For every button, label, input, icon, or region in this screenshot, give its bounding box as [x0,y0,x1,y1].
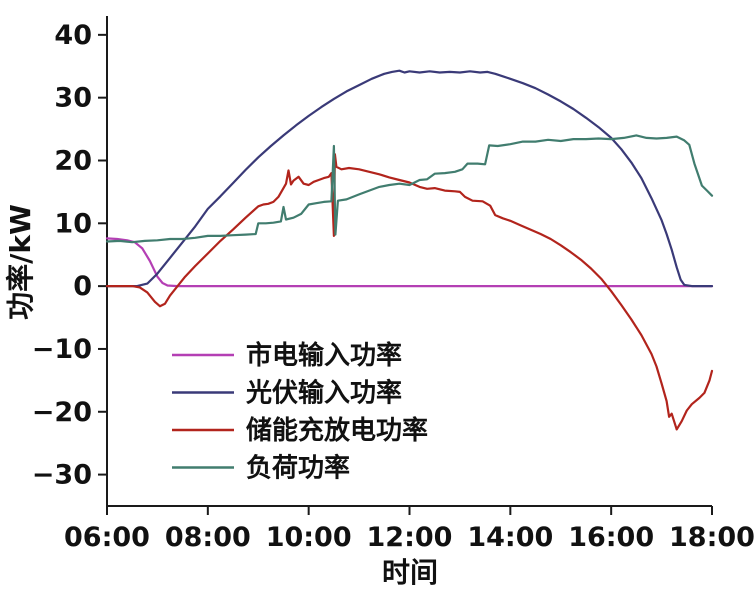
series-line-mains-input-power [105,237,714,288]
series-line-load-power [105,134,714,244]
legend-item-load-power: 负荷功率 [172,453,350,484]
x-tick-label: 18:00 [669,522,755,553]
x-tick-label: 08:00 [165,522,251,553]
legend-item-mains-input-power: 市电输入功率 [172,340,402,371]
x-axis-label: 时间 [382,556,438,589]
series-line-pv-input-power [105,69,714,288]
x-tick-label: 06:00 [64,522,150,553]
plot-layer: −30 −20 −10 0 10 20 30 40 06:00 08:00 10:00 12:00 14… [32,16,755,553]
x-tick-label: 12:00 [367,522,453,553]
legend-label: 市电输入功率 [246,340,402,371]
y-tick-label: −10 [32,334,92,365]
y-tick-label: 30 [54,83,92,114]
legend-item-pv-input-power: 光伏输入功率 [172,378,402,409]
y-tick-label: 0 [73,271,92,302]
legend-label: 负荷功率 [246,453,350,484]
y-tick-label: 40 [54,20,92,51]
y-axis-label: 功率/kW [4,204,37,320]
x-tick-label: 10:00 [266,522,352,553]
y-tick-label: −30 [32,460,92,491]
legend-item-storage-charge-discharge-power: 储能充放电功率 [172,415,428,446]
y-tick-label: 10 [54,208,92,239]
legend-label: 储能充放电功率 [246,415,428,446]
y-tick-label: −20 [32,397,92,428]
legend-label: 光伏输入功率 [245,378,402,409]
y-tick-label: 20 [54,145,92,176]
x-tick-label: 16:00 [568,522,654,553]
x-tick-label: 14:00 [467,522,553,553]
series-line-storage-charge-discharge-power [105,153,714,431]
